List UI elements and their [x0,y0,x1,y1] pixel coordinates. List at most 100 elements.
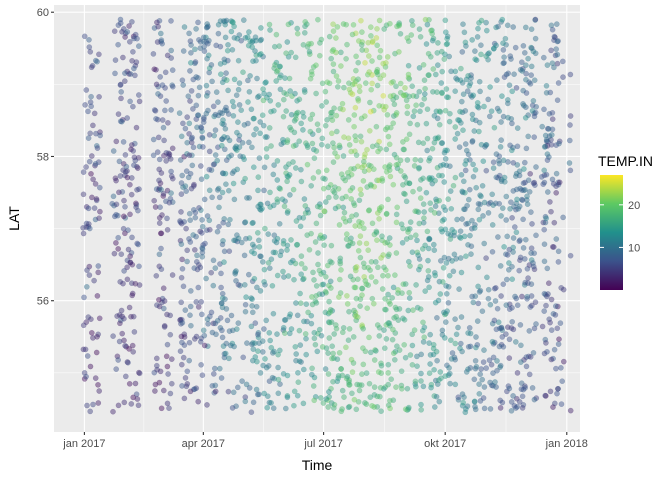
data-point [191,246,198,253]
data-point [451,354,458,361]
data-point [330,21,336,28]
data-point [361,225,367,232]
data-point [353,211,360,218]
data-point [436,377,442,383]
data-point [284,39,291,45]
data-point [441,56,448,62]
data-point [83,87,90,93]
data-point [125,227,131,233]
data-point [342,177,349,184]
data-point [96,94,102,100]
data-point [115,402,122,409]
data-point [192,46,198,53]
data-point [315,250,321,256]
data-point [180,48,187,54]
data-point [336,349,343,356]
data-point [241,281,248,288]
data-point [309,365,315,372]
data-point [516,203,523,210]
data-point [193,299,200,305]
data-point [204,90,211,96]
data-point [500,40,506,47]
data-point [286,330,293,337]
data-point [308,40,315,47]
data-point [283,91,290,97]
data-point [523,76,529,83]
data-point [403,198,410,205]
data-point [324,397,331,403]
data-point [288,49,295,56]
data-point [161,322,168,329]
data-point [359,29,365,35]
data-point [461,233,468,240]
data-point [178,274,185,281]
data-point [87,363,94,370]
data-point [468,225,475,232]
data-point [192,209,199,216]
data-point [387,173,394,180]
data-point [405,229,411,235]
data-point [405,38,412,45]
data-point [449,258,455,264]
data-point [548,327,555,333]
data-point [459,80,466,86]
data-point [527,170,534,177]
data-point [514,162,521,168]
data-point [187,288,194,294]
data-point [553,303,559,309]
data-point [249,341,255,348]
data-point [478,51,484,58]
data-point [464,403,471,410]
data-point [402,191,408,197]
data-point [436,108,443,114]
data-point [546,133,553,139]
data-point [351,307,357,314]
data-point [338,267,344,273]
data-point [351,202,358,209]
data-point [262,356,268,362]
data-point [394,165,401,172]
data-point [151,25,158,31]
data-point [281,317,288,323]
data-point [161,152,167,159]
data-point [503,42,509,48]
data-point [117,20,124,26]
data-point [302,210,309,216]
data-point [426,284,432,291]
data-point [214,187,221,193]
data-point [546,316,553,323]
data-point [317,212,324,219]
data-point [528,72,535,78]
data-point [439,140,446,146]
data-point [527,304,534,310]
data-point [505,114,511,121]
data-point [162,69,169,76]
data-point [288,127,295,133]
data-point [223,104,229,111]
data-point [323,99,330,105]
data-point [127,39,133,45]
data-point [517,237,523,243]
data-point [554,51,561,58]
data-point [544,157,551,163]
data-point [208,309,215,316]
data-point [134,240,140,247]
data-point [156,296,162,303]
data-point [382,306,388,313]
data-point [81,370,88,376]
data-point [403,136,410,142]
data-point [269,350,276,356]
data-point [151,107,158,113]
data-point [188,50,194,56]
data-point [178,333,185,340]
data-point [131,329,138,335]
data-point [519,393,526,400]
data-point [232,145,238,151]
data-point [208,167,215,173]
data-point [426,16,432,23]
data-point [158,186,164,193]
data-point [284,372,291,379]
data-point [298,271,305,278]
data-point [294,25,301,32]
data-point [88,316,94,323]
